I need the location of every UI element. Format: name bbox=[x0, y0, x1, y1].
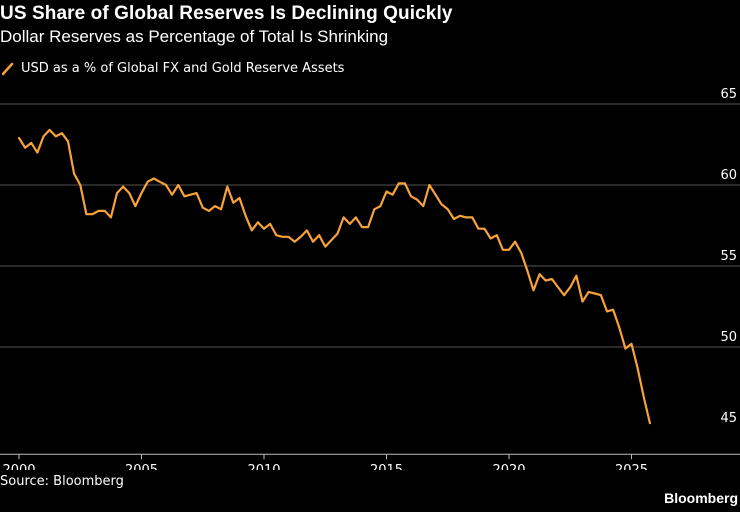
legend-swatch bbox=[2, 62, 14, 75]
x-tick-label-2025: 2025 bbox=[615, 463, 648, 470]
series-line-0 bbox=[17, 128, 652, 425]
y-tick-label-50: 50 bbox=[720, 330, 737, 345]
legend-label: USD as a % of Global FX and Gold Reserve… bbox=[21, 61, 345, 76]
y-axis: 45 50 55 60 65 bbox=[720, 87, 737, 426]
line-chart: 2000 2005 2010 2015 2020 2025 45 50 55 60 65 bbox=[0, 87, 740, 470]
series-layer bbox=[17, 128, 652, 425]
x-tick-label-2005: 2005 bbox=[125, 463, 158, 470]
bloomberg-logo: Bloomberg bbox=[664, 490, 738, 506]
gridlines bbox=[0, 103, 740, 455]
chart-subtitle: Dollar Reserves as Percentage of Total I… bbox=[0, 27, 389, 46]
legend: USD as a % of Global FX and Gold Reserve… bbox=[2, 61, 344, 76]
y-tick-label-65: 65 bbox=[720, 87, 737, 102]
x-tick-label-2020: 2020 bbox=[492, 463, 525, 470]
x-tick-label-2015: 2015 bbox=[370, 463, 403, 470]
y-tick-label-60: 60 bbox=[720, 168, 737, 183]
y-tick-label-55: 55 bbox=[720, 249, 737, 264]
source-note: Source: Bloomberg bbox=[0, 474, 124, 489]
x-axis: 2000 2005 2010 2015 2020 2025 bbox=[2, 454, 648, 470]
chart-title: US Share of Global Reserves Is Declining… bbox=[0, 3, 453, 24]
x-tick-label-2000: 2000 bbox=[2, 463, 35, 470]
x-tick-label-2010: 2010 bbox=[247, 463, 280, 470]
y-tick-label-45: 45 bbox=[720, 411, 737, 426]
